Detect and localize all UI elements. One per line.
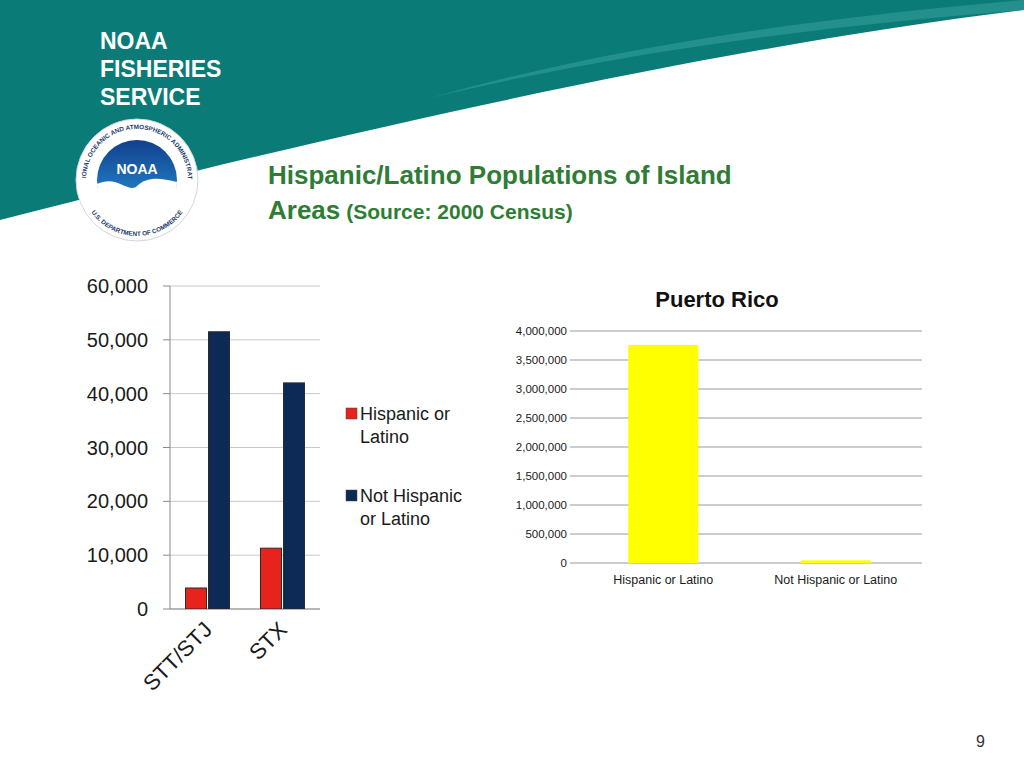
category-label: STX bbox=[244, 617, 292, 665]
bar bbox=[261, 548, 282, 609]
tick-label: 500,000 bbox=[525, 528, 567, 540]
tick-label: 10,000 bbox=[87, 544, 148, 566]
tick-label: 0 bbox=[137, 598, 148, 620]
bar bbox=[209, 332, 230, 609]
tick-label: 20,000 bbox=[87, 490, 148, 512]
tick-mark bbox=[570, 418, 577, 419]
legend-label: Hispanic or Latino bbox=[360, 404, 450, 447]
tick-mark bbox=[163, 447, 170, 448]
tick-mark bbox=[570, 563, 577, 564]
grid-line bbox=[170, 339, 320, 340]
logo-disc bbox=[76, 119, 198, 241]
bar bbox=[284, 383, 305, 609]
tick-mark bbox=[570, 360, 577, 361]
title: Hispanic/Latino Populations of Island bbox=[268, 160, 732, 190]
tick-label: 40,000 bbox=[87, 383, 148, 405]
tick-label: 2,500,000 bbox=[516, 412, 567, 424]
source: (Source: 2000 Census) bbox=[346, 200, 572, 223]
tick-label: 1,000,000 bbox=[516, 499, 567, 511]
tick-mark bbox=[570, 447, 577, 448]
legend-label-line: Latino bbox=[360, 427, 409, 447]
bars bbox=[628, 345, 871, 563]
tick-mark bbox=[570, 476, 577, 477]
y-axis bbox=[170, 286, 171, 609]
tick-mark bbox=[163, 555, 170, 556]
bar bbox=[628, 345, 698, 563]
legend: Hispanic or Latino Not Hispanic or Latino bbox=[346, 404, 462, 529]
tick-mark bbox=[163, 339, 170, 340]
category-label: Not Hispanic or Latino bbox=[774, 573, 897, 587]
category-label: Hispanic or Latino bbox=[613, 573, 713, 587]
category-label: STT/STJ bbox=[138, 617, 217, 696]
legend-label-line: Hispanic or bbox=[360, 404, 450, 424]
tick-mark bbox=[163, 609, 170, 610]
title: Areas bbox=[268, 195, 340, 225]
slide: NOAAFISHERIESSERVICENATIONAL OCEANIC AND… bbox=[0, 0, 1024, 768]
legend-swatch bbox=[346, 490, 357, 501]
tick-label: 60,000 bbox=[87, 275, 148, 297]
chart: 0 500,000 1,000,000 1,500,000 2,000,000 2,500… bbox=[516, 287, 922, 587]
grid-line bbox=[170, 286, 320, 287]
legend-label: Not Hispanic or Latino bbox=[360, 486, 462, 529]
legend-label-line: or Latino bbox=[360, 509, 430, 529]
logo: NATIONAL OCEANIC AND ATMOSPHERIC ADMINIS… bbox=[0, 0, 198, 241]
tick-label: 4,000,000 bbox=[516, 325, 567, 337]
tick-mark bbox=[570, 331, 577, 332]
tick-label: 30,000 bbox=[87, 437, 148, 459]
page-number: 9 bbox=[976, 733, 985, 750]
tick-mark bbox=[163, 393, 170, 394]
tick-label: 3,500,000 bbox=[516, 354, 567, 366]
tick-label: 0 bbox=[561, 557, 567, 569]
chart-title: Puerto Rico bbox=[655, 287, 778, 312]
brand-text: SERVICE bbox=[100, 84, 201, 110]
title-line-2: Areas (Source: 2000 Census) bbox=[268, 195, 573, 225]
legend-swatch bbox=[346, 408, 357, 419]
logo-gull bbox=[97, 179, 177, 223]
tick-label: 2,000,000 bbox=[516, 441, 567, 453]
tick-label: 3,000,000 bbox=[516, 383, 567, 395]
logo-center-text: NOAA bbox=[116, 161, 157, 177]
tick-mark bbox=[570, 505, 577, 506]
brand-text: FISHERIES bbox=[100, 56, 221, 82]
tick-mark bbox=[570, 389, 577, 390]
background bbox=[0, 0, 1024, 768]
legend-label-line: Not Hispanic bbox=[360, 486, 462, 506]
tick-mark bbox=[570, 534, 577, 535]
bars bbox=[186, 332, 305, 609]
tick-mark bbox=[163, 501, 170, 502]
tick-mark bbox=[163, 286, 170, 287]
brand-text: NOAA bbox=[100, 28, 168, 54]
grid-line bbox=[577, 331, 922, 332]
tick-label: 50,000 bbox=[87, 329, 148, 351]
bar bbox=[186, 588, 207, 609]
chart: 0 10,000 20,000 30,000 40,000 50,000 60,000 STT… bbox=[87, 275, 462, 696]
tick-label: 1,500,000 bbox=[516, 470, 567, 482]
header-accent bbox=[430, 0, 1024, 98]
bar bbox=[801, 560, 871, 563]
